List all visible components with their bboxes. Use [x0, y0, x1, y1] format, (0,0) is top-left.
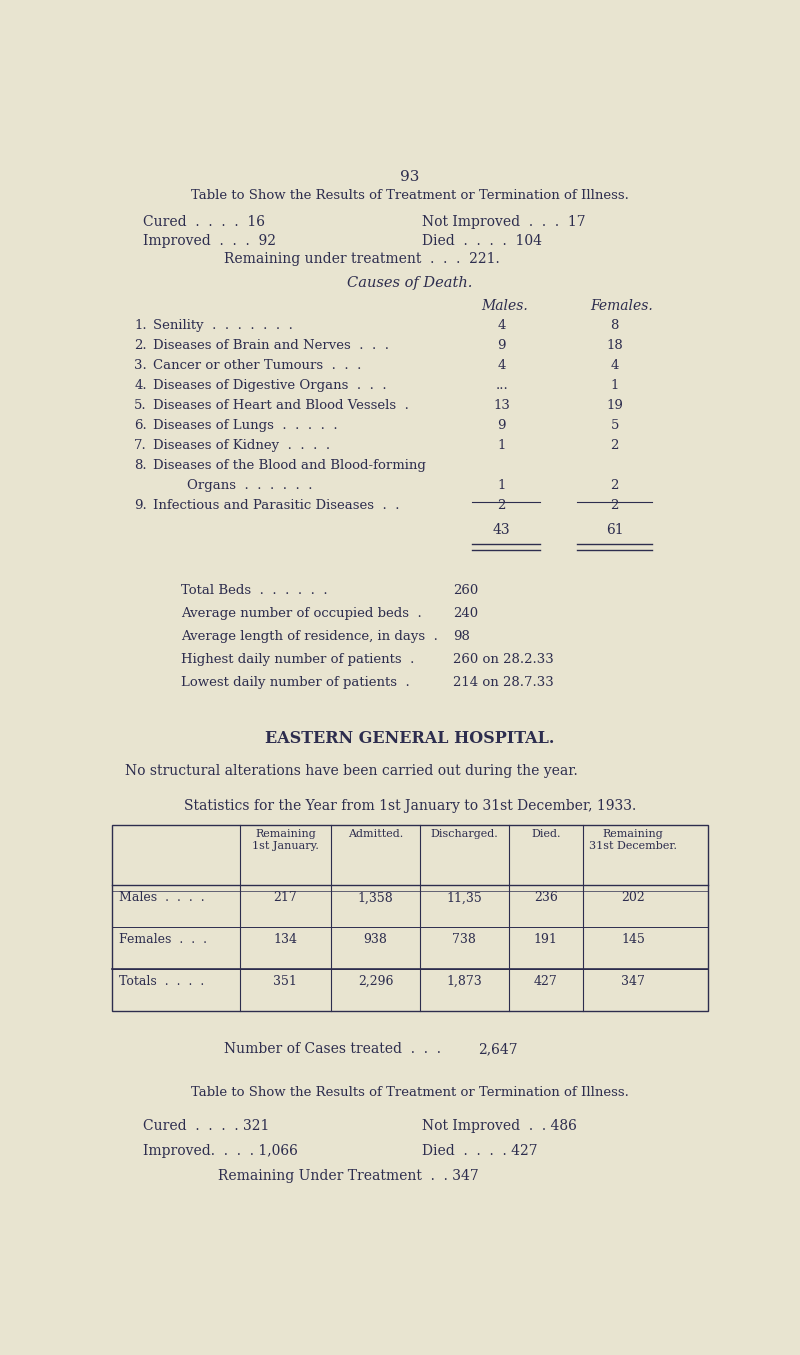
Text: Lowest daily number of patients  .: Lowest daily number of patients .	[181, 676, 410, 688]
Text: 145: 145	[621, 934, 645, 946]
Text: Males  .  .  .  .: Males . . . .	[118, 892, 204, 904]
Text: Cancer or other Tumours  .  .  .: Cancer or other Tumours . . .	[153, 359, 361, 373]
Text: 11,35: 11,35	[446, 892, 482, 904]
Text: 9: 9	[498, 419, 506, 432]
Text: Cured  .  .  .  .  16: Cured . . . . 16	[143, 214, 266, 229]
Text: Diseases of Brain and Nerves  .  .  .: Diseases of Brain and Nerves . . .	[153, 339, 389, 352]
Text: 61: 61	[606, 523, 623, 538]
Text: 7.: 7.	[134, 439, 147, 453]
Text: 2: 2	[498, 500, 506, 512]
Text: 2,296: 2,296	[358, 974, 394, 988]
Text: 9.: 9.	[134, 500, 147, 512]
Text: 5: 5	[610, 419, 618, 432]
Text: Diseases of Lungs  .  .  .  .  .: Diseases of Lungs . . . . .	[153, 419, 338, 432]
Text: Died  .  .  .  .  104: Died . . . . 104	[422, 233, 542, 248]
Text: 2: 2	[610, 480, 618, 492]
Text: 2.: 2.	[134, 339, 146, 352]
Text: 19: 19	[606, 400, 623, 412]
Text: Infectious and Parasitic Diseases  .  .: Infectious and Parasitic Diseases . .	[153, 500, 399, 512]
Text: 240: 240	[454, 607, 478, 619]
Text: 738: 738	[452, 934, 476, 946]
Text: 347: 347	[621, 974, 645, 988]
Text: Not Improved  .  . 486: Not Improved . . 486	[422, 1119, 578, 1133]
Text: Highest daily number of patients  .: Highest daily number of patients .	[181, 653, 414, 665]
Text: 4.: 4.	[134, 379, 146, 392]
Text: Table to Show the Results of Treatment or Termination of Illness.: Table to Show the Results of Treatment o…	[191, 1085, 629, 1099]
Text: 8: 8	[610, 320, 618, 332]
Text: 2: 2	[610, 500, 618, 512]
Text: Improved  .  .  .  92: Improved . . . 92	[143, 233, 277, 248]
Bar	[112, 825, 707, 1011]
Text: 1: 1	[610, 379, 618, 392]
Text: Causes of Death.: Causes of Death.	[347, 276, 473, 290]
Text: 5.: 5.	[134, 400, 146, 412]
Text: 13: 13	[494, 400, 510, 412]
Text: 191: 191	[534, 934, 558, 946]
Text: Total Beds  .  .  .  .  .  .: Total Beds . . . . . .	[181, 584, 327, 596]
Text: 1,358: 1,358	[358, 892, 394, 904]
Text: Cured  .  .  .  . 321: Cured . . . . 321	[143, 1119, 270, 1133]
Text: 2,647: 2,647	[478, 1042, 518, 1056]
Text: 43: 43	[493, 523, 510, 538]
Text: 4: 4	[610, 359, 618, 373]
Text: Table to Show the Results of Treatment or Termination of Illness.: Table to Show the Results of Treatment o…	[191, 188, 629, 202]
Text: Females.: Females.	[590, 299, 653, 313]
Text: 938: 938	[364, 934, 387, 946]
Text: 1.: 1.	[134, 320, 146, 332]
Text: 134: 134	[274, 934, 298, 946]
Text: Diseases of Digestive Organs  .  .  .: Diseases of Digestive Organs . . .	[153, 379, 386, 392]
Text: 214 on 28.7.33: 214 on 28.7.33	[454, 676, 554, 688]
Text: Discharged.: Discharged.	[430, 829, 498, 839]
Text: Males.: Males.	[482, 299, 528, 313]
Text: Remaining under treatment  .  .  .  221.: Remaining under treatment . . . 221.	[224, 252, 500, 267]
Text: 236: 236	[534, 892, 558, 904]
Text: 8.: 8.	[134, 459, 146, 473]
Text: Average length of residence, in days  .: Average length of residence, in days .	[181, 630, 438, 642]
Text: Died.: Died.	[531, 829, 561, 839]
Text: Died  .  .  .  . 427: Died . . . . 427	[422, 1144, 538, 1159]
Text: Organs  .  .  .  .  .  .: Organs . . . . . .	[153, 480, 312, 492]
Text: Number of Cases treated  .  .  .: Number of Cases treated . . .	[224, 1042, 450, 1056]
Text: 1: 1	[498, 480, 506, 492]
Text: 98: 98	[454, 630, 470, 642]
Text: Average number of occupied beds  .: Average number of occupied beds .	[181, 607, 422, 619]
Text: Diseases of Kidney  .  .  .  .: Diseases of Kidney . . . .	[153, 439, 330, 453]
Text: Statistics for the Year from 1st January to 31st December, 1933.: Statistics for the Year from 1st January…	[184, 798, 636, 813]
Text: 202: 202	[621, 892, 645, 904]
Text: 1,873: 1,873	[446, 974, 482, 988]
Text: 3.: 3.	[134, 359, 147, 373]
Text: Diseases of Heart and Blood Vessels  .: Diseases of Heart and Blood Vessels .	[153, 400, 409, 412]
Text: Females  .  .  .: Females . . .	[118, 934, 206, 946]
Text: Senility  .  .  .  .  .  .  .: Senility . . . . . . .	[153, 320, 293, 332]
Text: Remaining
31st December.: Remaining 31st December.	[589, 829, 677, 851]
Text: 4: 4	[498, 320, 506, 332]
Text: ...: ...	[495, 379, 508, 392]
Text: 427: 427	[534, 974, 558, 988]
Text: 260 on 28.2.33: 260 on 28.2.33	[454, 653, 554, 665]
Text: 2: 2	[610, 439, 618, 453]
Text: Not Improved  .  .  .  17: Not Improved . . . 17	[422, 214, 586, 229]
Text: Totals  .  .  .  .: Totals . . . .	[118, 974, 204, 988]
Text: Remaining
1st January.: Remaining 1st January.	[252, 829, 319, 851]
Text: 4: 4	[498, 359, 506, 373]
Text: Diseases of the Blood and Blood-forming: Diseases of the Blood and Blood-forming	[153, 459, 426, 473]
Text: No structural alterations have been carried out during the year.: No structural alterations have been carr…	[125, 764, 578, 778]
Text: 1: 1	[498, 439, 506, 453]
Text: Remaining Under Treatment  .  . 347: Remaining Under Treatment . . 347	[218, 1169, 478, 1183]
Text: 6.: 6.	[134, 419, 147, 432]
Text: EASTERN GENERAL HOSPITAL.: EASTERN GENERAL HOSPITAL.	[266, 730, 554, 747]
Text: 351: 351	[274, 974, 298, 988]
Text: Admitted.: Admitted.	[348, 829, 403, 839]
Text: 9: 9	[498, 339, 506, 352]
Text: Improved.  .  .  . 1,066: Improved. . . . 1,066	[143, 1144, 298, 1159]
Text: 260: 260	[454, 584, 478, 596]
Text: 93: 93	[400, 169, 420, 184]
Text: 217: 217	[274, 892, 298, 904]
Text: 18: 18	[606, 339, 623, 352]
